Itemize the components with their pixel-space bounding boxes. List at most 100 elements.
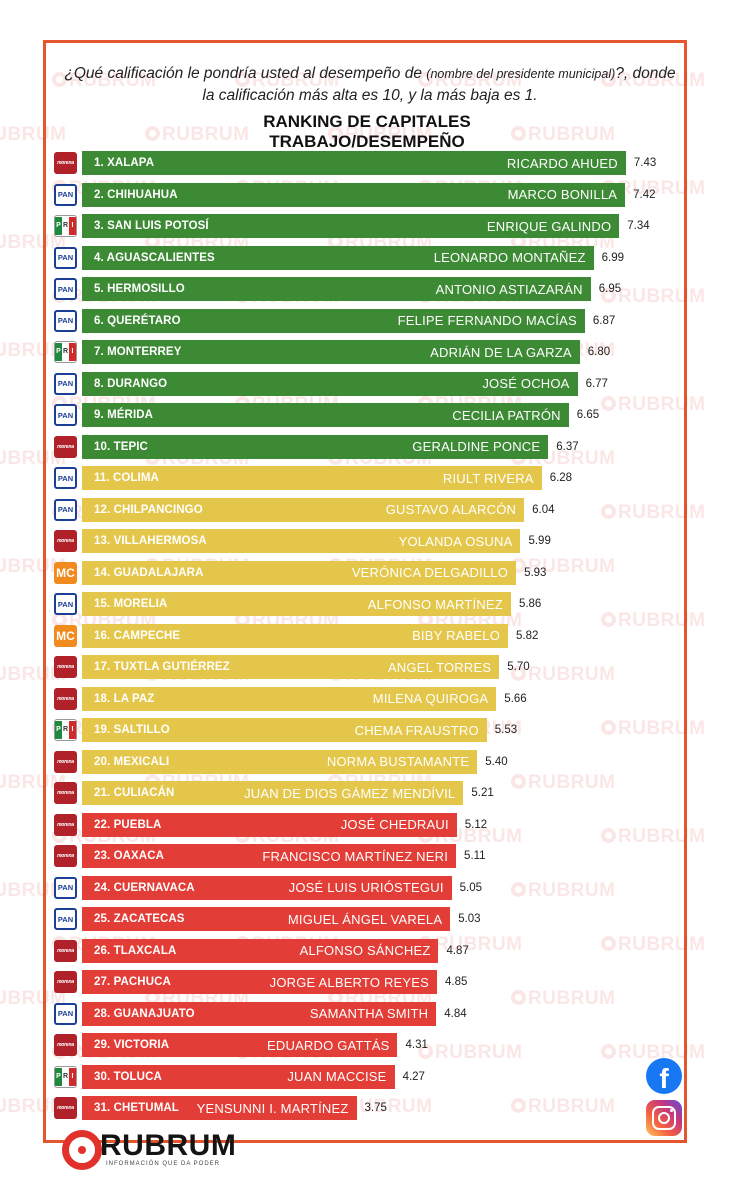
bar: 12. CHILPANCINGO GUSTAVO ALARCÓN: [82, 497, 525, 522]
party-pan-icon: PAN: [54, 467, 77, 489]
party-pan-icon: PAN: [54, 876, 77, 899]
bar-value-label: 6.95: [598, 283, 622, 295]
bar: 1. XALAPA RICARDO AHUED: [82, 151, 626, 175]
bar-mayor-label: JORGE ALBERTO REYES: [269, 974, 430, 990]
bar-value-label: 4.27: [402, 1070, 425, 1083]
chart-title: RANKING DE CAPITALES TRABAJO/DESEMPEÑO: [200, 112, 534, 152]
party-mc-icon: MC: [54, 561, 77, 584]
party-pan-icon: PAN: [54, 1002, 77, 1025]
bar: 15. MORELIA ALFONSO MARTÍNEZ: [82, 592, 511, 616]
bar-city-label: 20. MEXICALI: [94, 755, 170, 768]
party-pan-icon: PAN: [54, 309, 77, 332]
party-morena-icon: morena: [54, 530, 77, 552]
party-morena-icon: morena: [54, 750, 77, 773]
bar-mayor-label: JOSÉ OCHOA: [482, 376, 570, 391]
party-morena-icon: morena: [54, 845, 77, 867]
bar-mayor-label: BIBY RABELO: [412, 628, 501, 643]
bar: 7. MONTERREY ADRIÁN DE LA GARZA: [82, 340, 580, 364]
bar-value-label: 4.31: [405, 1039, 428, 1051]
party-morena-icon: morena: [54, 1034, 77, 1056]
bar-mayor-label: RIULT RIVERA: [442, 470, 534, 486]
bar: 16. CAMPECHE BIBY RABELO: [82, 623, 509, 648]
bar-city-label: 29. VICTORIA: [94, 1039, 170, 1051]
bar-mayor-label: SAMANTHA SMITH: [309, 1006, 429, 1021]
bar-city-label: 4. AGUASCALIENTES: [94, 251, 215, 264]
question-text-part2: ?, donde la calificación más alta es 10,…: [202, 65, 676, 104]
bar-city-label: 13. VILLAHERMOSA: [94, 535, 207, 547]
bar-value-label: 5.03: [458, 913, 481, 925]
bar: 8. DURANGO JOSÉ OCHOA: [82, 371, 578, 396]
bar: 26. TLAXCALA ALFONSO SÁNCHEZ: [82, 938, 439, 963]
bar: 23. OAXACA FRANCISCO MARTÍNEZ NERI: [82, 844, 457, 868]
bar-city-label: 12. CHILPANCINGO: [94, 503, 203, 516]
bar-value-label: 4.84: [444, 1007, 467, 1020]
bar: 22. PUEBLA JOSÉ CHEDRAUI: [82, 812, 457, 837]
bar-value-label: 5.86: [518, 598, 542, 610]
chart-title-line1: RANKING DE CAPITALES: [263, 112, 471, 131]
bar-city-label: 26. TLAXCALA: [94, 944, 177, 957]
bar-mayor-label: JUAN DE DIOS GÁMEZ MENDÍVIL: [244, 785, 456, 801]
bar-mayor-label: EDUARDO GATTÁS: [267, 1037, 390, 1053]
bar-mayor-label: JOSÉ CHEDRAUI: [340, 817, 449, 832]
bar-value-label: 5.70: [507, 661, 530, 673]
party-pan-icon: PAN: [54, 246, 77, 269]
bar-city-label: 15. MORELIA: [94, 598, 168, 610]
instagram-icon[interactable]: [646, 1100, 682, 1136]
party-morena-icon: morena: [54, 782, 77, 804]
bar: 13. VILLAHERMOSA YOLANDA OSUNA: [82, 529, 521, 553]
bar-city-label: 7. MONTERREY: [94, 346, 182, 358]
bar-value-label: 7.34: [627, 220, 650, 232]
bar-mayor-label: NORMA BUSTAMANTE: [326, 754, 470, 769]
facebook-icon[interactable]: f: [646, 1058, 682, 1094]
bar-value-label: 7.42: [633, 188, 656, 201]
party-pan-icon: PAN: [54, 278, 77, 300]
bar-city-label: 11. COLIMA: [94, 472, 159, 484]
party-pan-icon: PAN: [54, 183, 77, 206]
bar-mayor-label: FRANCISCO MARTÍNEZ NERI: [262, 848, 449, 864]
bar-mayor-label: CHEMA FRAUSTRO: [354, 722, 479, 738]
bar: 11. COLIMA RIULT RIVERA: [82, 466, 542, 490]
bar-mayor-label: GUSTAVO ALARCÓN: [385, 502, 517, 517]
bar-value-label: 5.11: [464, 850, 486, 862]
bar-mayor-label: MILENA QUIROGA: [372, 691, 489, 706]
bar-mayor-label: GERALDINE PONCE: [412, 439, 541, 454]
rubrum-logo-icon: [62, 1130, 102, 1170]
bar: 31. CHETUMAL YENSUNNI I. MARTÍNEZ: [82, 1096, 357, 1120]
bar: 24. CUERNAVACA JOSÉ LUIS URIÓSTEGUI: [82, 875, 452, 900]
bar-mayor-label: VERÓNICA DELGADILLO: [351, 565, 509, 580]
bar-value-label: 6.87: [592, 314, 616, 327]
party-morena-icon: morena: [54, 813, 77, 836]
bar: 29. VICTORIA EDUARDO GATTÁS: [82, 1033, 398, 1057]
bar: 2. CHIHUAHUA MARCO BONILLA: [82, 182, 626, 207]
bar-mayor-label: JUAN MACCISE: [287, 1069, 387, 1084]
bar-mayor-label: RICARDO AHUED: [506, 155, 618, 171]
bar: 5. HERMOSILLO ANTONIO ASTIAZARÁN: [82, 277, 591, 301]
bar-value-label: 6.99: [601, 251, 625, 264]
bar: 3. SAN LUIS POTOSÍ ENRIQUE GALINDO: [82, 214, 620, 238]
bar-city-label: 2. CHIHUAHUA: [94, 188, 178, 201]
bar: 27. PACHUCA JORGE ALBERTO REYES: [82, 970, 438, 994]
bar-city-label: 23. OAXACA: [94, 850, 165, 862]
bar: 30. TOLUCA JUAN MACCISE: [82, 1064, 395, 1089]
bar-value-label: 6.04: [532, 503, 555, 516]
bar-city-label: 17. TUXTLA GUTIÉRREZ: [94, 661, 230, 673]
bar-value-label: 6.80: [587, 346, 611, 358]
bar-value-label: 5.12: [464, 818, 488, 831]
party-pan-icon: PAN: [54, 593, 77, 615]
bar-city-label: 27. PACHUCA: [94, 976, 171, 988]
bar-mayor-label: ALFONSO MARTÍNEZ: [367, 596, 503, 612]
chart-title-line2: TRABAJO/DESEMPEÑO: [269, 132, 465, 151]
bar-city-label: 10. TEPIC: [94, 440, 148, 453]
bar-city-label: 30. TOLUCA: [94, 1070, 162, 1083]
bar-city-label: 6. QUERÉTARO: [94, 314, 181, 327]
bar-value-label: 6.65: [576, 409, 600, 421]
bar: 21. CULIACÁN JUAN DE DIOS GÁMEZ MENDÍVIL: [82, 781, 464, 805]
bar-city-label: 24. CUERNAVACA: [94, 881, 195, 894]
bar-mayor-label: YENSUNNI I. MARTÍNEZ: [196, 1100, 349, 1116]
bar: 9. MÉRIDA CECILIA PATRÓN: [82, 403, 569, 427]
bar-mayor-label: YOLANDA OSUNA: [398, 533, 513, 549]
bar-mayor-label: ENRIQUE GALINDO: [486, 218, 612, 234]
